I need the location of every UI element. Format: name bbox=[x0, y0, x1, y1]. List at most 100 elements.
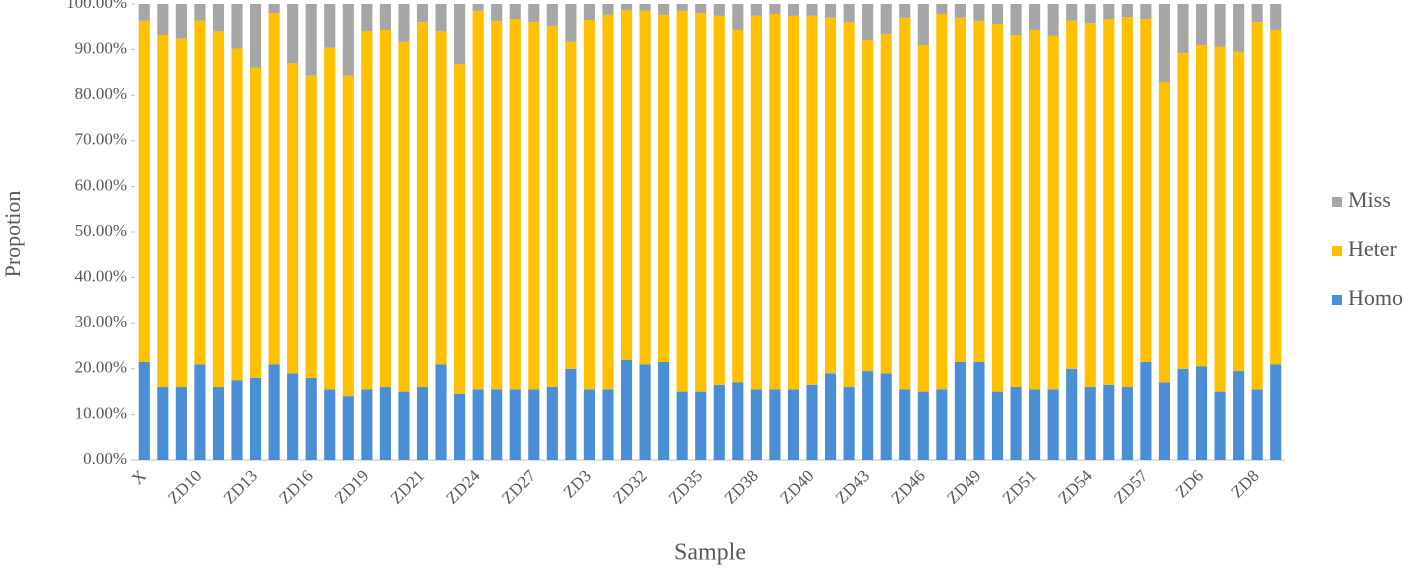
x-tick-label: ZD40 bbox=[776, 466, 817, 507]
x-axis-title: Sample bbox=[674, 540, 746, 566]
bar-segment bbox=[361, 389, 373, 460]
bar-segment bbox=[787, 4, 800, 16]
bar-segment bbox=[769, 389, 781, 460]
bar-segment bbox=[212, 31, 225, 388]
bar-segment bbox=[435, 4, 447, 32]
bar-segment bbox=[862, 40, 874, 372]
bar-segment bbox=[806, 384, 818, 460]
bar-segment bbox=[324, 4, 336, 48]
bar-segment bbox=[676, 10, 688, 392]
bar-segment bbox=[361, 31, 373, 390]
bar-segment bbox=[472, 389, 484, 460]
bar-segment bbox=[1029, 389, 1041, 460]
bar-segment bbox=[602, 4, 614, 15]
bar-segment bbox=[917, 391, 929, 460]
x-tick-label: ZD13 bbox=[220, 466, 261, 507]
bar-segment bbox=[287, 4, 299, 64]
y-tick-label: 40.00% bbox=[75, 267, 127, 286]
bar-segment bbox=[769, 4, 781, 15]
bar-segment bbox=[1140, 361, 1152, 460]
bar-segment bbox=[1195, 4, 1208, 46]
bar-segment bbox=[1047, 4, 1059, 36]
bar-segment bbox=[583, 4, 595, 20]
bar-segment bbox=[416, 387, 429, 460]
bar-segment bbox=[157, 35, 169, 388]
bar-segment bbox=[1066, 20, 1078, 369]
bar-segment bbox=[231, 380, 243, 460]
bar-segment bbox=[287, 63, 299, 374]
bar-segment bbox=[528, 389, 540, 460]
legend-label: Heter bbox=[1348, 236, 1398, 261]
legend-label: Homo bbox=[1348, 285, 1403, 310]
bar-segment bbox=[732, 29, 744, 383]
y-tick-label: 50.00% bbox=[75, 221, 127, 240]
x-tick-label: ZD43 bbox=[832, 466, 873, 507]
bar-segment bbox=[1177, 4, 1189, 54]
bar-segment bbox=[620, 9, 633, 360]
bar-segment bbox=[398, 4, 410, 42]
bar-segment bbox=[954, 4, 966, 18]
bar-segment bbox=[324, 389, 336, 460]
y-axis-title: Propotion bbox=[0, 191, 25, 278]
bar-segment bbox=[398, 41, 410, 392]
bar-segment bbox=[379, 29, 391, 388]
legend-swatch bbox=[1332, 246, 1342, 256]
bar-segment bbox=[695, 4, 707, 14]
bar-segment bbox=[138, 361, 150, 460]
bar-segment bbox=[1103, 19, 1115, 385]
x-tick-label: ZD38 bbox=[720, 466, 761, 507]
x-tick-label: ZD27 bbox=[498, 466, 540, 508]
bar-segment bbox=[416, 22, 429, 388]
bar-segment bbox=[991, 24, 1004, 392]
bar-segment bbox=[1214, 46, 1226, 392]
x-tick-label: ZD6 bbox=[1172, 466, 1207, 501]
bar-segment bbox=[991, 4, 1004, 25]
bar-segment bbox=[713, 384, 725, 460]
bar-segment bbox=[750, 15, 762, 390]
bar-segment bbox=[546, 4, 558, 26]
x-tick-label: ZD49 bbox=[943, 466, 984, 507]
bar-segment bbox=[1251, 4, 1263, 23]
bar-segment bbox=[843, 387, 855, 460]
bar-segment bbox=[175, 38, 187, 388]
bar-segment bbox=[305, 4, 317, 76]
bar-segment bbox=[565, 41, 577, 369]
bar-segment bbox=[769, 14, 781, 390]
bar-segment bbox=[1195, 366, 1208, 460]
bar-segment bbox=[732, 4, 744, 30]
bar-segment bbox=[658, 361, 670, 460]
bar-segment bbox=[639, 364, 651, 460]
bar-segment bbox=[620, 4, 633, 10]
bar-segment bbox=[880, 4, 892, 35]
bar-segment bbox=[676, 4, 688, 11]
bar-segment bbox=[750, 389, 762, 460]
bar-segment bbox=[379, 387, 391, 460]
bar-segment bbox=[825, 4, 837, 18]
x-tick-label: ZD54 bbox=[1054, 466, 1096, 508]
bar-segment bbox=[658, 14, 670, 362]
bar-segment bbox=[1047, 35, 1059, 390]
bar-segment bbox=[1066, 4, 1078, 21]
bar-segment bbox=[825, 17, 837, 374]
bar-segment bbox=[1140, 19, 1152, 362]
bar-segment bbox=[825, 373, 837, 460]
bar-segment bbox=[268, 4, 280, 14]
bar-segment bbox=[565, 368, 577, 460]
bar-segment bbox=[1214, 4, 1226, 47]
bar-segment bbox=[287, 373, 299, 460]
bar-segment bbox=[806, 15, 818, 385]
bar-segment bbox=[1195, 45, 1208, 367]
bar-segment bbox=[1158, 81, 1170, 383]
bar-segment bbox=[973, 361, 985, 460]
bar-segment bbox=[546, 387, 558, 460]
bar-segment bbox=[1270, 29, 1282, 365]
bar-segment bbox=[138, 20, 150, 362]
bar-segment bbox=[1140, 4, 1152, 20]
bar-segment bbox=[342, 396, 354, 460]
y-tick-label: 80.00% bbox=[75, 84, 127, 103]
bar-segment bbox=[231, 48, 243, 381]
x-tick-label: ZD24 bbox=[442, 466, 484, 508]
bar-segment bbox=[1270, 4, 1282, 30]
x-tick-label: ZD3 bbox=[560, 466, 595, 501]
legend-swatch bbox=[1332, 295, 1342, 305]
